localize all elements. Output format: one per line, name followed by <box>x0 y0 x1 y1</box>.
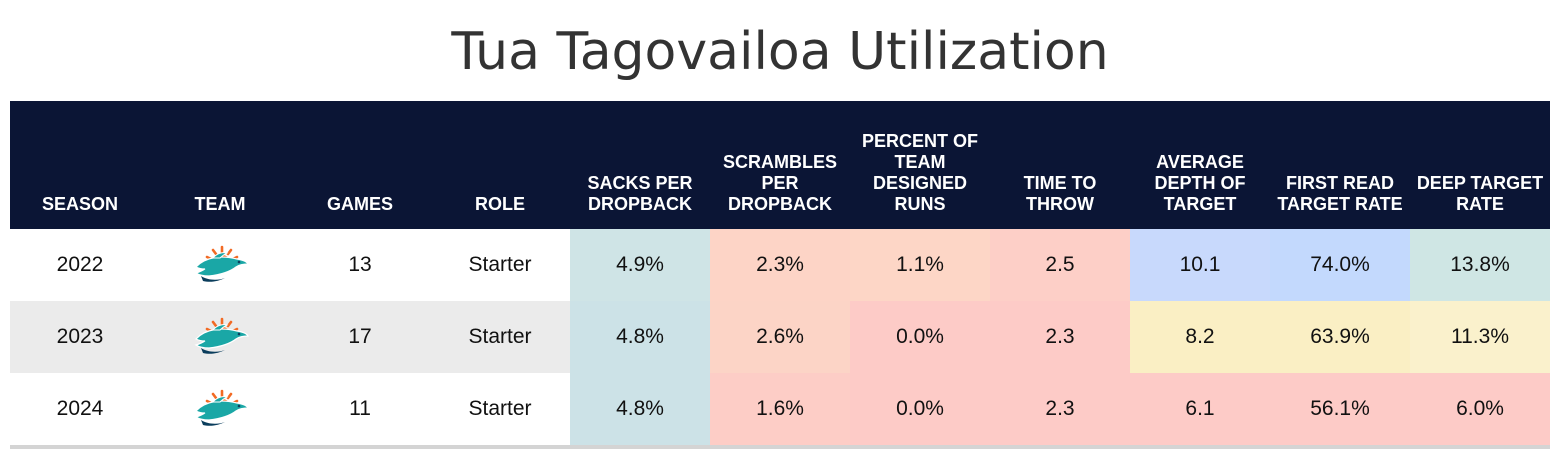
table-row: 2023 17 Starter 4.8% 2.6% 0.0% 2.3 8.2 63.9% 11.3… <box>10 301 1550 373</box>
games-cell: 17 <box>290 301 430 373</box>
first-read-target-rate-cell: 56.1% <box>1270 373 1410 449</box>
column-header-games[interactable]: GAMES <box>290 101 430 229</box>
scrambles-per-dropback-cell: 1.6% <box>710 373 850 449</box>
time-to-throw-cell: 2.3 <box>990 373 1130 449</box>
season-cell: 2024 <box>10 373 150 449</box>
column-header-team-designed-runs[interactable]: PERCENT OF TEAM DESIGNED RUNS <box>850 101 990 229</box>
deep-target-rate-cell: 13.8% <box>1410 229 1550 301</box>
scrambles-per-dropback-cell: 2.6% <box>710 301 850 373</box>
column-header-season[interactable]: SEASON <box>10 101 150 229</box>
scrambles-per-dropback-cell: 2.3% <box>710 229 850 301</box>
table-row: 2024 11 Starter 4.8% 1.6% 0.0% 2.3 6.1 56.1% 6.0% <box>10 373 1550 449</box>
column-header-average-depth-of-target[interactable]: AVERAGE DEPTH OF TARGET <box>1130 101 1270 229</box>
page-title: Tua Tagovailoa Utilization <box>451 22 1109 82</box>
team-designed-runs-cell: 1.1% <box>850 229 990 301</box>
average-depth-of-target-cell: 10.1 <box>1130 229 1270 301</box>
games-cell: 11 <box>290 373 430 449</box>
column-header-scrambles-per-dropback[interactable]: SCRAMBLES PER DROPBACK <box>710 101 850 229</box>
team-cell <box>150 229 290 301</box>
role-cell: Starter <box>430 301 570 373</box>
team-cell <box>150 301 290 373</box>
table-row: 2022 13 Starter 4.9% 2.3% 1.1% 2.5 10.1 74.0% 13.… <box>10 229 1550 301</box>
team-designed-runs-cell: 0.0% <box>850 373 990 449</box>
average-depth-of-target-cell: 6.1 <box>1130 373 1270 449</box>
deep-target-rate-cell: 11.3% <box>1410 301 1550 373</box>
column-header-deep-target-rate[interactable]: DEEP TARGET RATE <box>1410 101 1550 229</box>
team-cell <box>150 373 290 449</box>
utilization-table: SEASON TEAM GAMES ROLE SACKS PER DROPBAC… <box>10 101 1550 449</box>
role-cell: Starter <box>430 229 570 301</box>
miami-dolphins-logo-icon <box>191 245 249 285</box>
column-header-team[interactable]: TEAM <box>150 101 290 229</box>
first-read-target-rate-cell: 74.0% <box>1270 229 1410 301</box>
games-cell: 13 <box>290 229 430 301</box>
sacks-per-dropback-cell: 4.8% <box>570 301 710 373</box>
first-read-target-rate-cell: 63.9% <box>1270 301 1410 373</box>
column-header-sacks-per-dropback[interactable]: SACKS PER DROPBACK <box>570 101 710 229</box>
time-to-throw-cell: 2.5 <box>990 229 1130 301</box>
miami-dolphins-logo-icon <box>191 317 249 357</box>
miami-dolphins-logo-icon <box>191 389 249 429</box>
time-to-throw-cell: 2.3 <box>990 301 1130 373</box>
team-designed-runs-cell: 0.0% <box>850 301 990 373</box>
average-depth-of-target-cell: 8.2 <box>1130 301 1270 373</box>
sacks-per-dropback-cell: 4.9% <box>570 229 710 301</box>
column-header-time-to-throw[interactable]: TIME TO THROW <box>990 101 1130 229</box>
role-cell: Starter <box>430 373 570 449</box>
column-header-role[interactable]: ROLE <box>430 101 570 229</box>
deep-target-rate-cell: 6.0% <box>1410 373 1550 449</box>
sacks-per-dropback-cell: 4.8% <box>570 373 710 449</box>
column-header-first-read-target-rate[interactable]: FIRST READ TARGET RATE <box>1270 101 1410 229</box>
season-cell: 2022 <box>10 229 150 301</box>
header-row: SEASON TEAM GAMES ROLE SACKS PER DROPBAC… <box>10 101 1550 229</box>
season-cell: 2023 <box>10 301 150 373</box>
